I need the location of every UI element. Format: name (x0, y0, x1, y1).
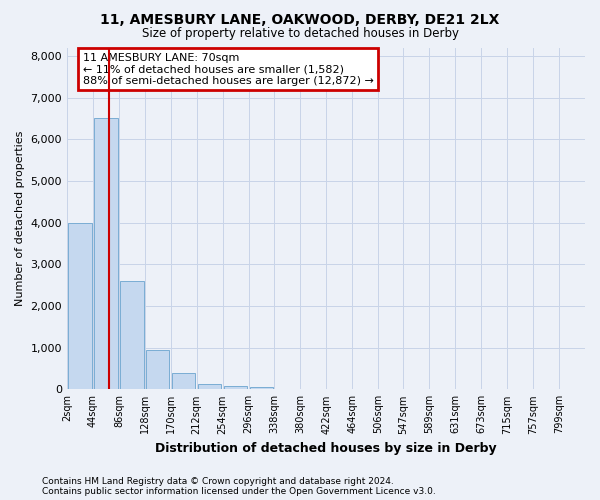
Text: Contains public sector information licensed under the Open Government Licence v3: Contains public sector information licen… (42, 487, 436, 496)
Text: Size of property relative to detached houses in Derby: Size of property relative to detached ho… (142, 28, 458, 40)
Text: 11 AMESBURY LANE: 70sqm
← 11% of detached houses are smaller (1,582)
88% of semi: 11 AMESBURY LANE: 70sqm ← 11% of detache… (83, 52, 373, 86)
Bar (94, 118, 118, 390)
Text: 11, AMESBURY LANE, OAKWOOD, DERBY, DE21 2LX: 11, AMESBURY LANE, OAKWOOD, DERBY, DE21 … (100, 12, 500, 26)
Bar (146, 350, 169, 390)
Y-axis label: Number of detached properties: Number of detached properties (15, 130, 25, 306)
Bar (68, 222, 92, 390)
Bar (172, 372, 196, 390)
Bar (120, 281, 143, 390)
Text: Contains HM Land Registry data © Crown copyright and database right 2024.: Contains HM Land Registry data © Crown c… (42, 477, 394, 486)
Bar (250, 387, 273, 390)
Bar (198, 384, 221, 390)
X-axis label: Distribution of detached houses by size in Derby: Distribution of detached houses by size … (155, 442, 497, 455)
Bar (224, 386, 247, 390)
